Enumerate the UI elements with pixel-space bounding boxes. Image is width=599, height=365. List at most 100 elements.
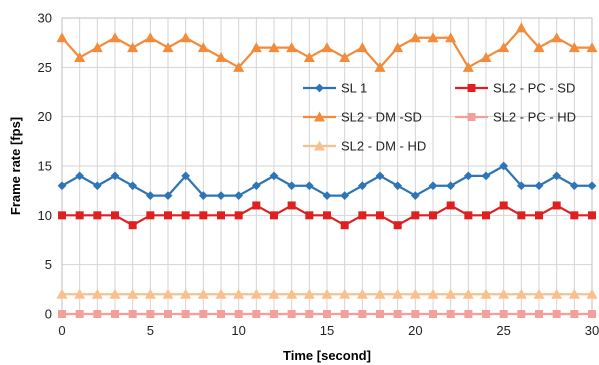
data-point (587, 181, 597, 191)
data-point (499, 310, 508, 318)
data-point (217, 211, 225, 220)
x-axis-label: Time [second] (283, 348, 371, 363)
data-point (75, 171, 85, 181)
x-tick-label: 30 (585, 323, 599, 338)
data-point (411, 310, 420, 318)
data-point (75, 211, 84, 220)
data-point (111, 211, 119, 220)
data-point (409, 32, 421, 43)
data-point (357, 181, 367, 191)
data-point (164, 211, 172, 220)
data-point (56, 288, 68, 299)
data-point (393, 310, 402, 318)
data-point (428, 181, 438, 191)
y-tick-label: 20 (38, 109, 52, 124)
data-point (215, 51, 227, 62)
data-point (588, 211, 596, 220)
series-1 (57, 161, 597, 200)
data-point (216, 191, 226, 200)
data-point (322, 191, 332, 200)
data-point (376, 211, 384, 220)
data-point (551, 32, 563, 43)
data-point (498, 42, 510, 53)
data-point (499, 161, 509, 171)
data-point (270, 310, 278, 318)
data-point (482, 310, 490, 318)
data-point (498, 288, 510, 299)
legend-item: SL2 - PC - SD (455, 81, 575, 96)
data-point (552, 201, 561, 210)
data-point (552, 171, 562, 181)
data-point (551, 288, 563, 299)
data-point (446, 201, 455, 210)
data-point (234, 310, 243, 318)
data-point (56, 32, 68, 43)
data-point (340, 221, 349, 230)
data-point (75, 310, 84, 318)
legend-item: SL2 - DM -SD (303, 110, 422, 125)
data-point (111, 310, 119, 318)
legend-label: SL2 - PC - HD (493, 110, 576, 125)
data-point (462, 61, 474, 72)
data-point (128, 310, 137, 318)
data-point (110, 171, 120, 181)
data-point (303, 51, 315, 62)
series-2 (58, 201, 596, 230)
data-point (568, 288, 580, 299)
data-point (588, 310, 596, 318)
data-point (586, 42, 598, 53)
x-tick-label: 5 (147, 323, 154, 338)
data-point (376, 310, 384, 318)
data-point (252, 201, 261, 210)
data-point (270, 211, 278, 220)
data-point (303, 288, 315, 299)
legend-label: SL2 - DM - HD (341, 139, 426, 154)
x-tick-label: 15 (320, 323, 334, 338)
data-point (305, 310, 314, 318)
legend-marker (467, 84, 476, 92)
data-point (323, 310, 331, 318)
data-point (304, 181, 314, 191)
data-point (287, 201, 296, 210)
data-point (463, 171, 473, 181)
data-point (286, 288, 298, 299)
data-point (215, 288, 227, 299)
legend-label: SL 1 (341, 81, 367, 96)
data-point (180, 32, 192, 43)
data-point (128, 221, 137, 230)
data-point (252, 310, 261, 318)
data-point (287, 310, 296, 318)
data-point (269, 171, 279, 181)
data-point (197, 42, 209, 53)
data-point (427, 288, 439, 299)
data-point (268, 288, 280, 299)
data-point (74, 288, 86, 299)
data-point (323, 211, 331, 220)
data-point (180, 288, 192, 299)
data-point (91, 288, 103, 299)
data-point (128, 181, 138, 191)
series-4 (58, 310, 596, 318)
data-point (409, 288, 421, 299)
data-point (286, 42, 298, 53)
data-point (393, 181, 403, 191)
legend-label: SL2 - PC - SD (493, 81, 575, 96)
legend: SL 1 SL2 - PC - SD SL2 - DM -SD SL2 - PC - … (303, 81, 576, 154)
legend-item: SL 1 (303, 81, 367, 96)
data-point (515, 288, 527, 299)
data-point (445, 288, 457, 299)
data-point (287, 181, 297, 191)
data-point (92, 181, 102, 191)
series-3 (56, 22, 598, 72)
data-point (358, 310, 367, 318)
y-tick-label: 0 (45, 307, 52, 322)
data-point (533, 288, 545, 299)
legend-label: SL2 - DM -SD (341, 110, 422, 125)
data-point (91, 42, 103, 53)
data-point (392, 42, 404, 53)
data-point (410, 191, 420, 200)
data-point (321, 288, 333, 299)
data-point (462, 288, 474, 299)
data-point (393, 221, 402, 230)
data-point (164, 310, 172, 318)
